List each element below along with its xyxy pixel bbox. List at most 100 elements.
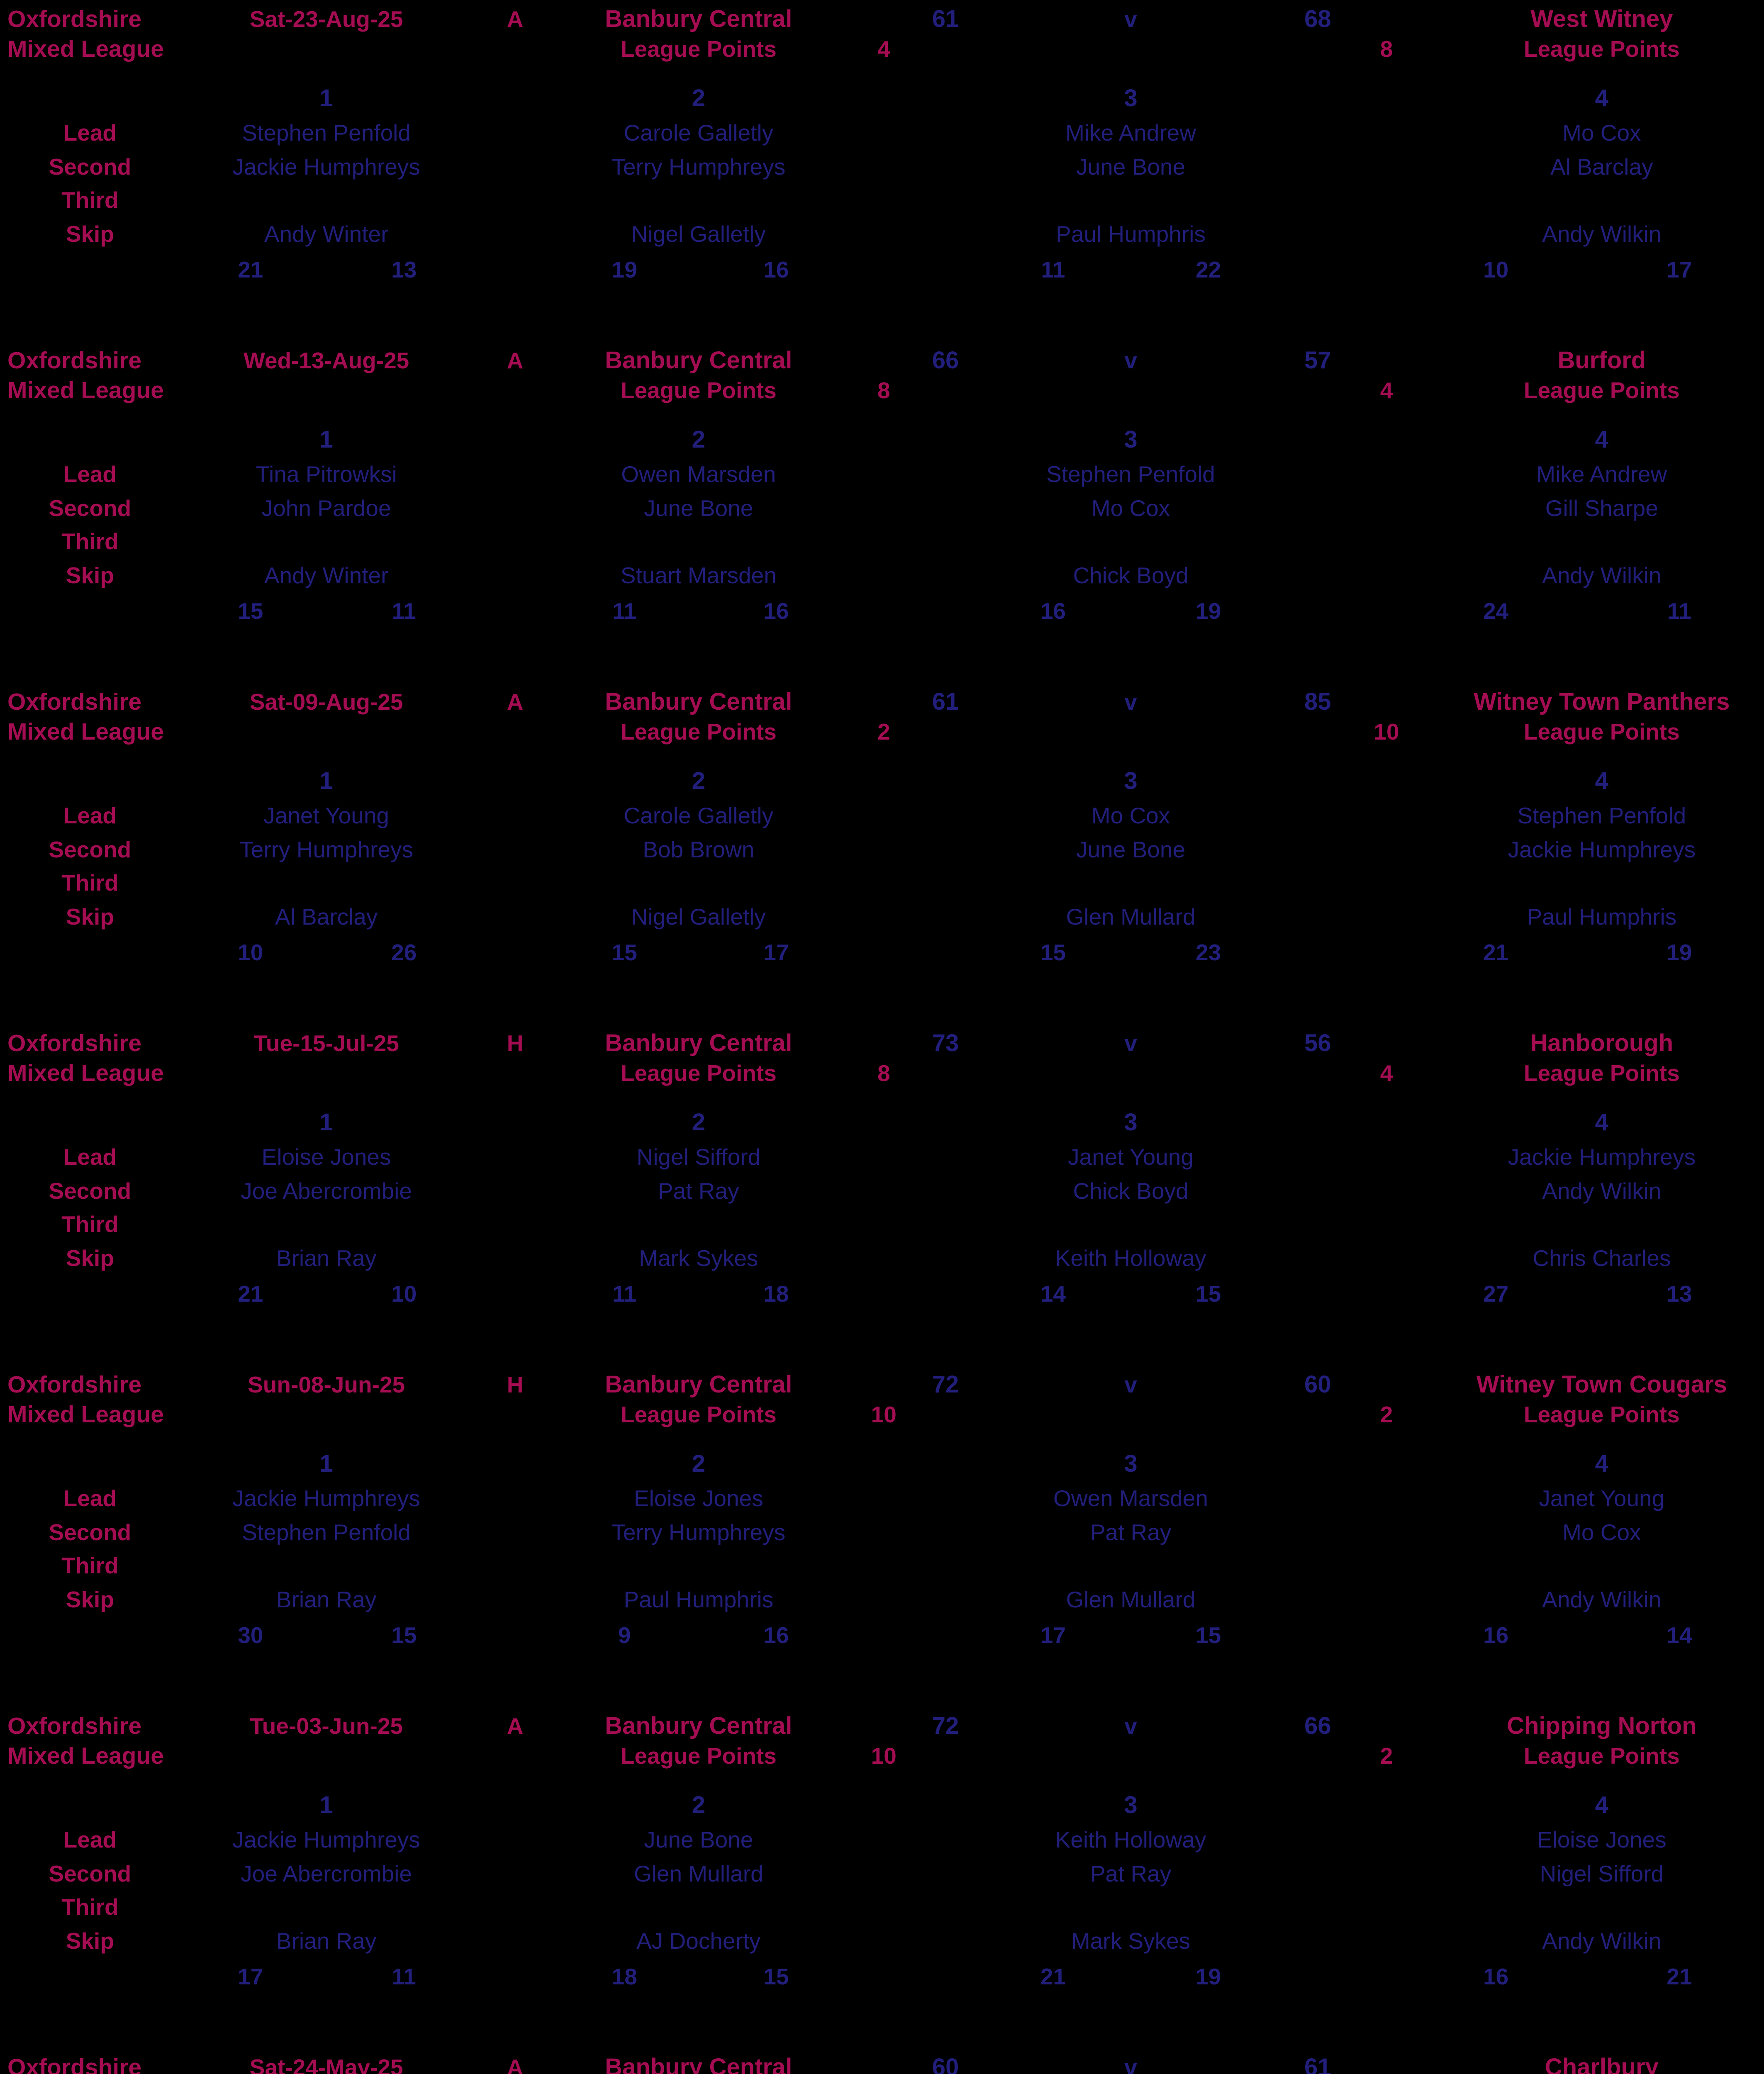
rink-score-for: 9 [618, 1622, 631, 1648]
rink-score-against: 19 [1196, 598, 1221, 624]
home-league-points-value: 4 [877, 36, 890, 62]
player-name: Andy Winter [264, 221, 389, 247]
player-name: Terry Humphreys [612, 1519, 786, 1545]
rink-number-1: 1 [319, 1109, 333, 1136]
venue-flag: A [507, 2055, 524, 2074]
home-league-points-label: League Points [620, 719, 777, 745]
second-row: Second Jackie Humphreys Terry Humphreys … [0, 152, 1764, 182]
player-name: Stephen Penfold [1517, 803, 1686, 828]
lead-row: Lead Stephen Penfold Carole Galletly Mik… [0, 118, 1764, 148]
rink-number-2: 2 [692, 1792, 705, 1818]
position-label-second: Second [49, 1861, 132, 1887]
home-league-points-label: League Points [620, 36, 777, 62]
lead-row: Lead Jackie Humphreys Eloise Jones Owen … [0, 1483, 1764, 1513]
rink-number-3: 3 [1124, 1109, 1138, 1136]
lead-row: Lead Tina Pitrowksi Owen Marsden Stephen… [0, 459, 1764, 489]
rink-number-2: 2 [692, 85, 705, 112]
away-league-points-label: League Points [1523, 719, 1680, 745]
league-title: Oxfordshire Mixed League [7, 1711, 164, 1771]
rink-numbers-row: 1 2 3 4 [0, 1108, 1764, 1137]
league-title-line1: Oxfordshire [7, 1371, 142, 1398]
rink-score-against: 11 [392, 598, 416, 624]
rink-scores-row: 21 10 11 18 14 15 27 13 [0, 1279, 1764, 1309]
rink-score-against: 11 [392, 1964, 416, 1989]
second-row: Second Joe Abercrombie Pat Ray Chick Boy… [0, 1176, 1764, 1206]
player-name: Pat Ray [1090, 1861, 1172, 1887]
home-league-points-value: 8 [877, 1060, 890, 1086]
rink-score-for: 16 [1040, 598, 1066, 624]
away-team-name: Burford [1557, 347, 1646, 374]
rink-number-1: 1 [319, 85, 333, 112]
rink-score-against: 16 [763, 598, 789, 624]
position-label-lead: Lead [63, 120, 117, 146]
home-team-name: Banbury Central [605, 5, 792, 32]
rink-scores-row: 15 11 11 16 16 19 24 11 [0, 596, 1764, 626]
player-name: Paul Humphris [624, 1587, 774, 1612]
player-name: Owen Marsden [621, 461, 776, 487]
player-name: Eloise Jones [1537, 1827, 1667, 1852]
away-league-points-value: 10 [1374, 719, 1399, 745]
away-team-name: Chipping Norton [1507, 1712, 1697, 1739]
league-title: Oxfordshire Mixed League [7, 4, 164, 64]
player-name: Nigel Galletly [631, 904, 766, 930]
player-name: Al Barclay [1550, 154, 1653, 180]
rink-scores-row: 30 15 9 16 17 15 16 14 [0, 1620, 1764, 1650]
rink-number-2: 2 [692, 767, 705, 794]
third-row: Third [0, 1892, 1764, 1922]
third-row: Third [0, 1551, 1764, 1580]
player-name: June Bone [1076, 837, 1186, 862]
league-points-row: League Points 4 8 League Points [0, 34, 1764, 64]
rink-number-1: 1 [319, 1450, 333, 1477]
position-label-skip: Skip [66, 221, 114, 247]
home-team-name: Banbury Central [605, 347, 792, 374]
rink-number-2: 2 [692, 1109, 705, 1136]
away-league-points-value: 4 [1380, 377, 1393, 403]
player-name: Andy Winter [264, 562, 389, 588]
match-block: Oxfordshire Mixed League Sun-08-Jun-25 H… [0, 1370, 1764, 1711]
position-label-lead: Lead [63, 803, 117, 828]
rink-score-against: 17 [1667, 257, 1692, 282]
match-block: Oxfordshire Mixed League Wed-13-Aug-25 A… [0, 346, 1764, 687]
league-title: Oxfordshire Mixed League [7, 1028, 164, 1088]
league-title-line2: Mixed League [7, 36, 164, 62]
player-name: Chris Charles [1533, 1245, 1671, 1271]
versus-label: v [1124, 6, 1137, 32]
player-name: Nigel Sifford [636, 1144, 761, 1170]
player-name: Carole Galletly [624, 803, 774, 828]
player-name: Jackie Humphreys [232, 1485, 420, 1511]
player-name: Joe Abercrombie [241, 1861, 412, 1887]
match-block: Oxfordshire Mixed League Tue-03-Jun-25 A… [0, 1711, 1764, 2052]
rink-score-for: 21 [238, 257, 263, 282]
rink-score-against: 13 [391, 257, 417, 282]
versus-label: v [1124, 1713, 1137, 1739]
rink-score-for: 15 [612, 940, 637, 965]
rink-score-for: 18 [612, 1964, 637, 1989]
match-date: Sun-08-Jun-25 [248, 1372, 405, 1397]
player-name: Jackie Humphreys [232, 154, 420, 180]
position-label-third: Third [61, 1553, 119, 1578]
league-title-line1: Oxfordshire [7, 2054, 142, 2074]
player-name: Carole Galletly [624, 120, 774, 146]
player-name: Jackie Humphreys [1508, 1144, 1696, 1170]
position-label-lead: Lead [63, 1827, 117, 1852]
rink-number-4: 4 [1595, 767, 1608, 794]
skip-row: Skip Al Barclay Nigel Galletly Glen Mull… [0, 902, 1764, 932]
rink-score-against: 16 [763, 1622, 789, 1648]
home-team-score: 60 [932, 2054, 959, 2074]
rink-score-against: 22 [1196, 257, 1221, 282]
player-name: Stephen Penfold [242, 120, 411, 146]
match-header-row: Oxfordshire Mixed League Tue-03-Jun-25 A… [0, 1711, 1764, 1769]
rink-score-for: 17 [238, 1964, 263, 1989]
rink-number-3: 3 [1124, 1450, 1138, 1477]
player-name: Keith Holloway [1055, 1245, 1206, 1271]
league-title-line2: Mixed League [7, 1060, 164, 1086]
home-team-name: Banbury Central [605, 1030, 792, 1056]
position-label-second: Second [49, 1178, 132, 1204]
versus-label: v [1124, 2055, 1137, 2074]
away-league-points-value: 8 [1380, 36, 1393, 62]
home-team-score: 61 [932, 688, 959, 715]
rink-score-for: 11 [612, 1281, 637, 1307]
away-team-name: Witney Town Panthers [1474, 688, 1730, 715]
league-title-line2: Mixed League [7, 1401, 164, 1428]
match-header-row: Oxfordshire Mixed League Sun-08-Jun-25 H… [0, 1370, 1764, 1428]
